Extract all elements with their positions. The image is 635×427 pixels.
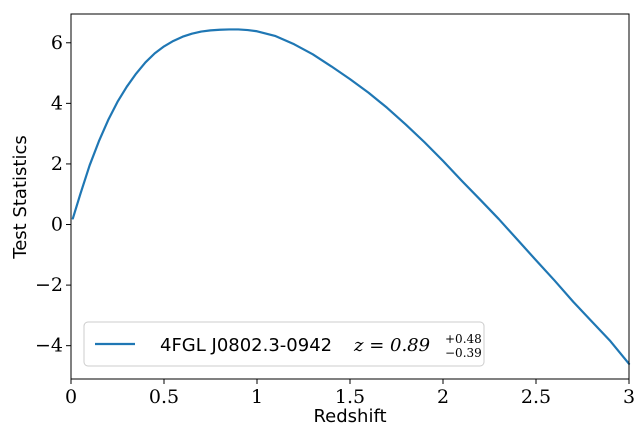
series-line — [71, 28, 631, 365]
plot-area — [71, 28, 631, 365]
legend-source-label: 4FGL J0802.3-0942 — [160, 335, 332, 356]
x-axis-label: Redshift — [313, 406, 386, 427]
legend: 4FGL J0802.3-0942 z = 0.89 +0.48 −0.39 — [83, 321, 485, 367]
x-tick-label: 2 — [437, 386, 449, 408]
x-tick-label: 3 — [623, 386, 635, 408]
y-tick-label: 2 — [51, 153, 63, 175]
legend-redshift-lower-error: −0.39 — [445, 346, 482, 360]
y-axis-label: Test Statistics — [10, 135, 31, 259]
y-tick-label: −4 — [35, 335, 63, 357]
y-tick-label: 4 — [51, 92, 63, 114]
x-tick-label: 1.5 — [335, 386, 365, 408]
x-tick-label: 2.5 — [521, 386, 551, 408]
y-axis: −4 −2 0 2 4 6 — [35, 32, 71, 357]
legend-box — [83, 321, 485, 367]
legend-redshift-upper-error: +0.48 — [445, 332, 482, 346]
y-tick-label: −2 — [35, 274, 63, 296]
x-tick-label: 1 — [251, 386, 263, 408]
legend-redshift-value: z = 0.89 — [353, 335, 430, 356]
x-tick-label: 0.5 — [149, 386, 179, 408]
x-axis: 0 0.5 1 1.5 2 2.5 3 — [65, 379, 635, 408]
y-tick-label: 0 — [51, 214, 63, 236]
x-tick-label: 0 — [65, 386, 77, 408]
y-tick-label: 6 — [51, 32, 63, 54]
